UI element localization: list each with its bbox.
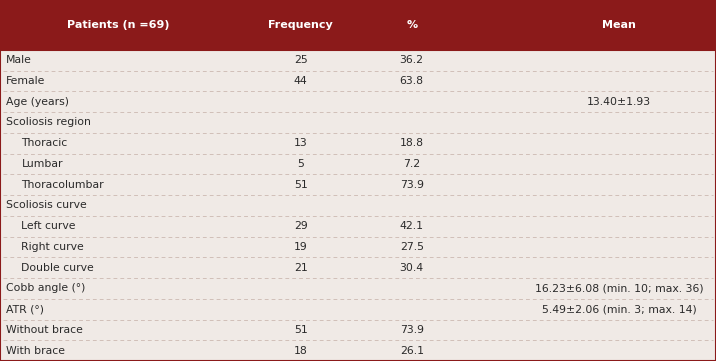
Bar: [0, 195, 716, 216]
Text: 36.2: 36.2: [400, 55, 424, 65]
Bar: [0, 278, 716, 299]
Text: 26.1: 26.1: [400, 345, 424, 356]
Text: Frequency: Frequency: [268, 20, 333, 30]
Bar: [0, 319, 716, 340]
Text: 27.5: 27.5: [400, 242, 424, 252]
Text: Double curve: Double curve: [21, 263, 95, 273]
Text: 73.9: 73.9: [400, 325, 424, 335]
Text: 19: 19: [294, 242, 308, 252]
Text: Thoracic: Thoracic: [21, 138, 68, 148]
Text: %: %: [406, 20, 417, 30]
Bar: [0, 50, 716, 70]
Bar: [0, 153, 716, 174]
Text: ATR (°): ATR (°): [6, 304, 44, 314]
Text: 73.9: 73.9: [400, 180, 424, 190]
Text: Mean: Mean: [602, 20, 637, 30]
Text: Right curve: Right curve: [21, 242, 84, 252]
Text: Left curve: Left curve: [21, 221, 76, 231]
Text: 5.49±2.06 (min. 3; max. 14): 5.49±2.06 (min. 3; max. 14): [542, 304, 697, 314]
Text: 51: 51: [294, 325, 308, 335]
Text: Scoliosis curve: Scoliosis curve: [6, 200, 87, 210]
Text: 44: 44: [294, 76, 308, 86]
Text: 16.23±6.08 (min. 10; max. 36): 16.23±6.08 (min. 10; max. 36): [535, 283, 704, 293]
Text: 25: 25: [294, 55, 308, 65]
Text: 13.40±1.93: 13.40±1.93: [587, 97, 652, 107]
Text: With brace: With brace: [6, 345, 64, 356]
Text: 18: 18: [294, 345, 308, 356]
Bar: [0, 236, 716, 257]
Text: 7.2: 7.2: [403, 159, 420, 169]
Bar: [0, 257, 716, 278]
Text: 42.1: 42.1: [400, 221, 424, 231]
Bar: [0, 299, 716, 319]
Text: Age (years): Age (years): [6, 97, 69, 107]
Bar: [0, 70, 716, 91]
Text: 5: 5: [297, 159, 304, 169]
Text: Male: Male: [6, 55, 32, 65]
Text: 13: 13: [294, 138, 308, 148]
Text: Patients (n =69): Patients (n =69): [67, 20, 170, 30]
Text: Cobb angle (°): Cobb angle (°): [6, 283, 85, 293]
Text: Lumbar: Lumbar: [21, 159, 63, 169]
Bar: [0, 0, 716, 50]
Bar: [0, 174, 716, 195]
Bar: [0, 112, 716, 133]
Bar: [0, 216, 716, 236]
Text: 18.8: 18.8: [400, 138, 424, 148]
Text: 29: 29: [294, 221, 308, 231]
Text: 30.4: 30.4: [400, 263, 424, 273]
Bar: [0, 91, 716, 112]
Text: 63.8: 63.8: [400, 76, 424, 86]
Text: Without brace: Without brace: [6, 325, 82, 335]
Bar: [0, 133, 716, 153]
Text: Thoracolumbar: Thoracolumbar: [21, 180, 104, 190]
Text: Female: Female: [6, 76, 45, 86]
Bar: [0, 340, 716, 361]
Text: Scoliosis region: Scoliosis region: [6, 117, 91, 127]
Text: 51: 51: [294, 180, 308, 190]
Text: 21: 21: [294, 263, 308, 273]
